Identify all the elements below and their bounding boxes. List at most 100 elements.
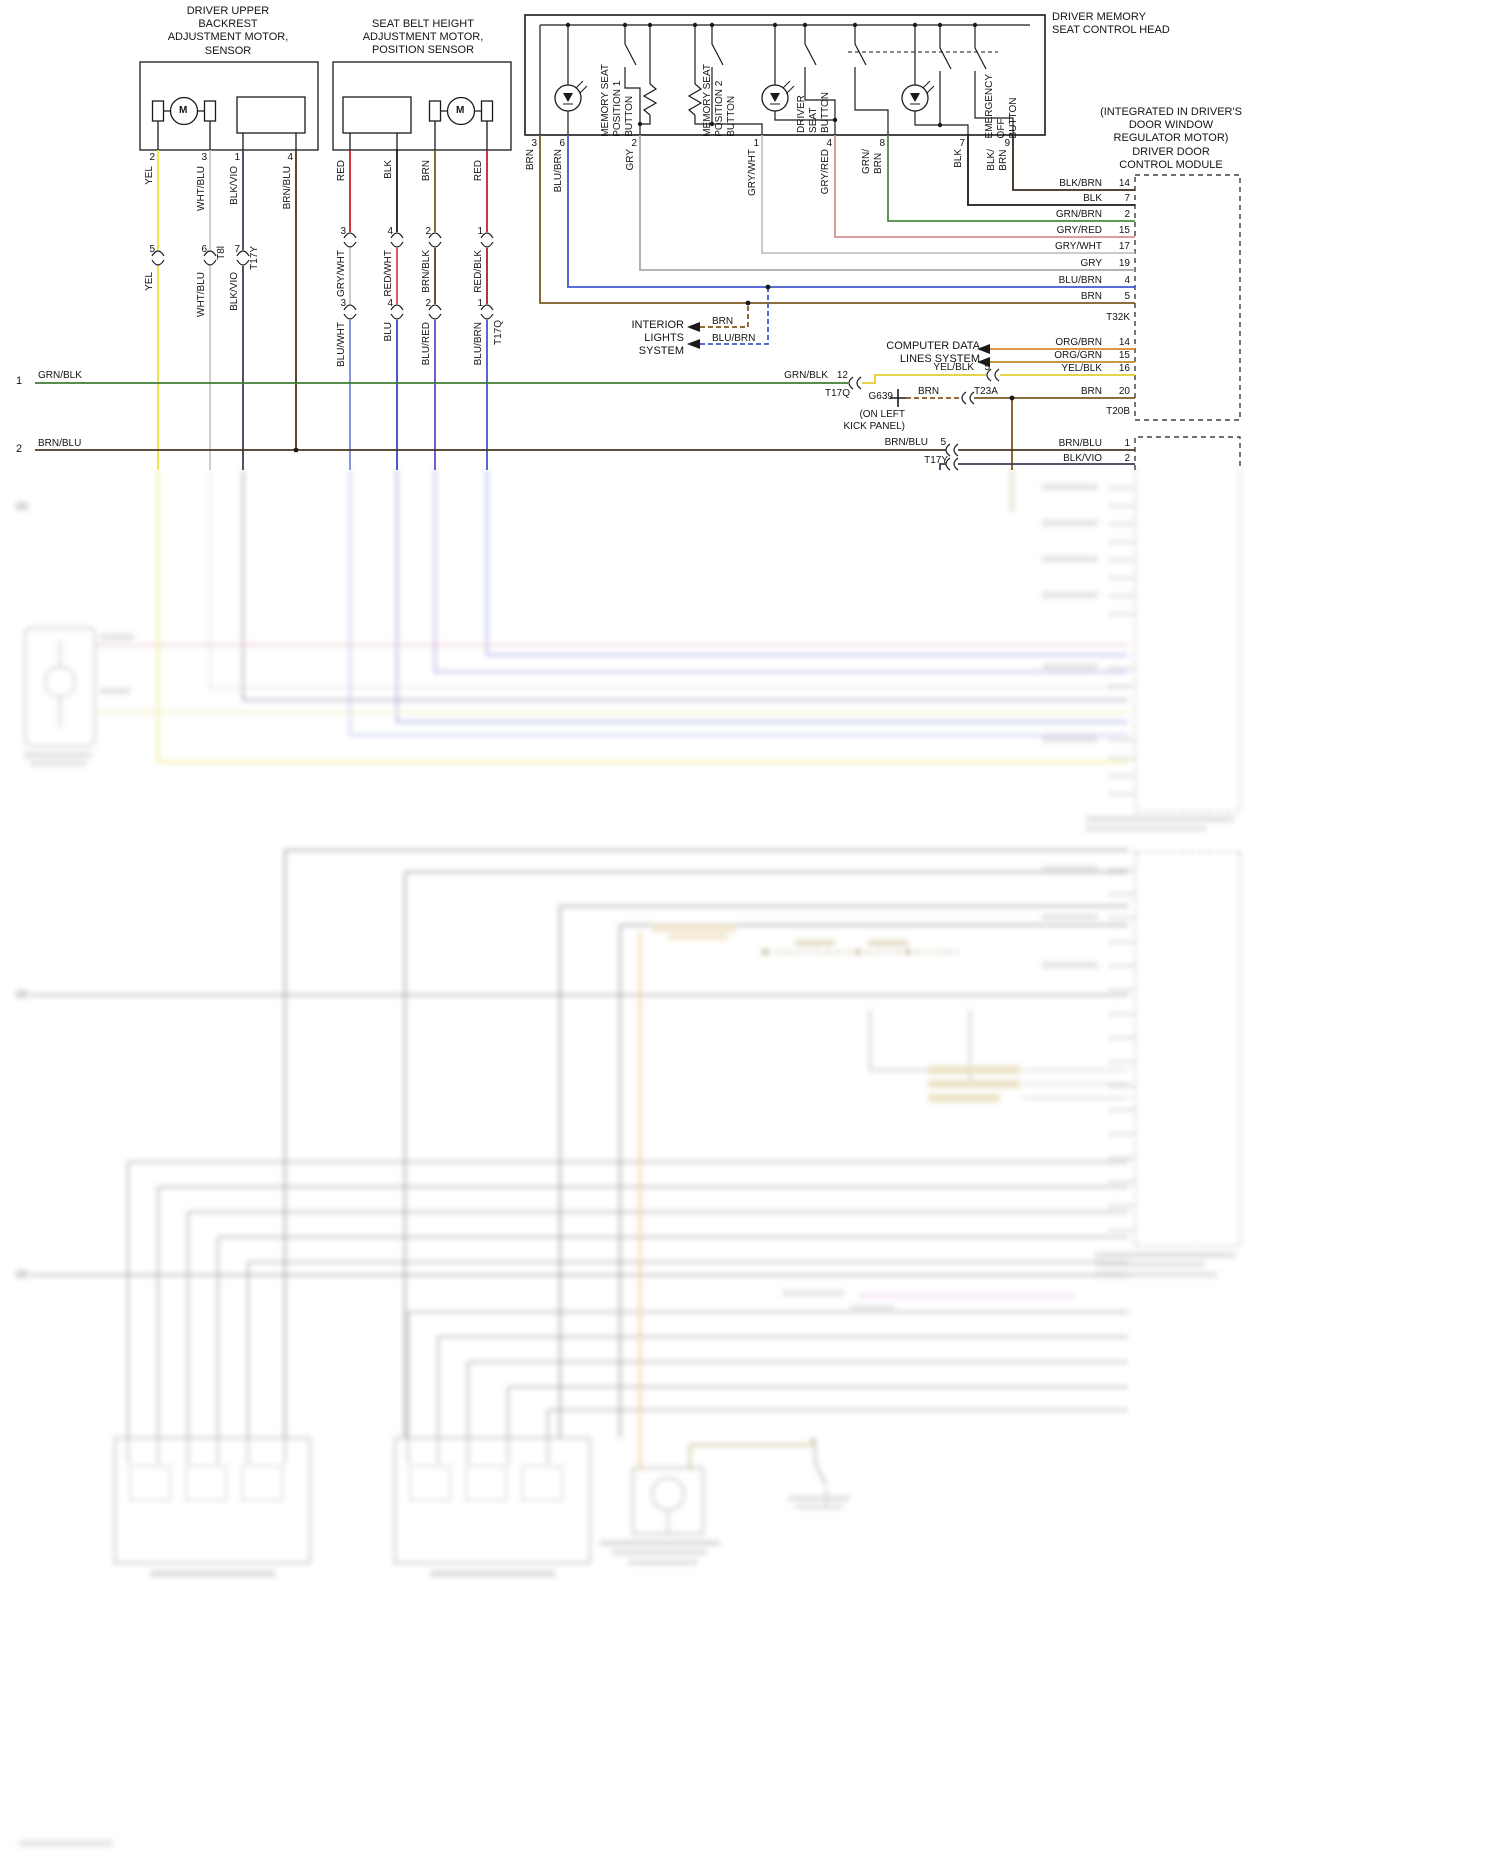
wire-label: RED (336, 160, 347, 182)
arrow-heads (563, 93, 990, 367)
junction-dots (293, 22, 1015, 453)
wire-label: WHT/BLU (196, 272, 207, 317)
wire-label: BLU/BRN (553, 149, 564, 193)
module-row-label: ORG/GRN (1054, 350, 1102, 361)
module-row-pin: 2 (1124, 453, 1130, 464)
computer-data-lines-label: COMPUTER DATA LINES SYSTEM (886, 340, 980, 366)
wire-label: GRN/ BRN (861, 149, 884, 174)
pin-number: 1 (477, 298, 483, 309)
control-head-box (524, 14, 1046, 136)
connector-name: T17Q (493, 320, 504, 346)
wire-label: YEL (144, 272, 155, 291)
pin-number: 4 (387, 298, 393, 309)
connector-arcs (343, 232, 494, 248)
control-head-internal-wiring (539, 24, 1030, 135)
module-row-label: BLK/VIO (1063, 453, 1102, 464)
module-row-pin: 7 (1124, 193, 1130, 204)
button-label: EMERGENCY OFF BUTTON (984, 74, 1019, 139)
control-head-title: DRIVER MEMORY SEAT CONTROL HEAD (1052, 11, 1170, 37)
pin-number: 5 (149, 244, 155, 255)
wire-label: GRY (625, 149, 636, 171)
module-row-label: BLU/BRN (1058, 275, 1102, 286)
module-row-pin: 15 (1118, 225, 1130, 236)
wire-label: BRN/BLU (884, 437, 928, 448)
wire-label: BRN/BLU (38, 438, 82, 449)
wire-label: BLU (383, 322, 394, 342)
led-symbol (554, 84, 582, 112)
connector-arcs (343, 304, 494, 320)
pin-number: 12 (836, 370, 848, 381)
connector-name: T8l (216, 246, 227, 260)
pin-number: 3 (340, 226, 346, 237)
wires (35, 135, 1135, 470)
module-row-label: GRY (1080, 258, 1103, 269)
wire-gry-wht-pin17 (761, 135, 1135, 254)
pin-number: 1 (753, 138, 759, 149)
pin-number: 3 (201, 152, 207, 163)
connector-name: T23A (974, 386, 998, 397)
module-row-pin: 15 (1118, 350, 1130, 361)
connector-arcs (151, 250, 250, 266)
wire-label: WHT/BLU (196, 166, 207, 211)
module-row-label: ORG/BRN (1055, 337, 1102, 348)
connector-name: T17Y (924, 455, 948, 466)
module-row-label: GRY/RED (1056, 225, 1102, 236)
module-row-pin: 2 (1124, 209, 1130, 220)
wire-label: BRN (712, 316, 734, 327)
pin-number: 7 (234, 244, 240, 255)
pin-number: 1 (477, 226, 483, 237)
wire-grn-brn-pin2 (887, 135, 1135, 222)
wire-label: BLU/BRN (473, 322, 484, 366)
module-row-label: GRY/WHT (1054, 241, 1102, 252)
left-arrow-icon (687, 339, 700, 349)
wire-label: RED/BLK (473, 250, 484, 293)
pin-number: 4 (826, 138, 832, 149)
wire-blk-pin7 (967, 135, 1135, 206)
pin-number: 6 (559, 138, 565, 149)
module-row-label: GRN/BRN (1055, 209, 1102, 220)
wire-blk-brn-pin14 (1012, 135, 1135, 191)
seatbelt-title: SEAT BELT HEIGHT ADJUSTMENT MOTOR, POSIT… (362, 18, 484, 57)
pin-number: 5 (940, 437, 946, 448)
led-symbol (901, 84, 929, 112)
wire-label: BLK (383, 160, 394, 179)
pin-number: 2 (425, 226, 431, 237)
wire-label: GRY/WHT (747, 149, 758, 197)
module-row-pin: 4 (1124, 275, 1130, 286)
wire-brn-dashed-interior (700, 303, 749, 328)
motor-letter: M (456, 105, 465, 116)
button-label: MEMORY SEAT POSITION 1 BUTTON (600, 64, 635, 137)
wire-label: GRY/WHT (336, 250, 347, 298)
pin-number: 1 (234, 152, 240, 163)
ground-location: (ON LEFT KICK PANEL) (843, 409, 906, 432)
led-detail-strokes (563, 80, 935, 105)
wire-label: GRY/RED (820, 149, 831, 195)
wire-label: YEL/BLK (933, 362, 974, 373)
led-symbol (761, 84, 789, 112)
wire-label: BLU/WHT (336, 322, 347, 367)
connector-name: T17Q (824, 388, 850, 399)
backrest-title: DRIVER UPPER BACKREST ADJUSTMENT MOTOR, … (167, 5, 289, 57)
connector-name: T20B (1106, 406, 1130, 417)
wire-label: YEL (144, 166, 155, 185)
wire-label: BRN (918, 386, 940, 397)
blurred-lower-region (16, 470, 1241, 1847)
resistor-symbols (642, 83, 703, 116)
door-module-box (1134, 174, 1241, 421)
wire-blk-vio-row (939, 463, 1135, 470)
wire-label: BLU/RED (421, 322, 432, 366)
wire-brn-pin20 (974, 397, 1135, 470)
wire-label: RED (473, 160, 484, 182)
module-row-label: YEL/BLK (1061, 363, 1102, 374)
module-row-label: BLK/BRN (1059, 178, 1102, 189)
button-label: DRIVER SEAT BUTTON (796, 92, 831, 133)
module-row-pin: 1 (1124, 438, 1130, 449)
pin-number: 2 (425, 298, 431, 309)
wire-label: BLK/ BRN (986, 149, 1009, 171)
wire-label: BLK/VIO (229, 272, 240, 311)
module-row-pin: 5 (1124, 291, 1130, 302)
left-arrow-icon (977, 357, 990, 367)
wire-label: BLK/VIO (229, 166, 240, 205)
seatbelt-box (332, 61, 512, 151)
